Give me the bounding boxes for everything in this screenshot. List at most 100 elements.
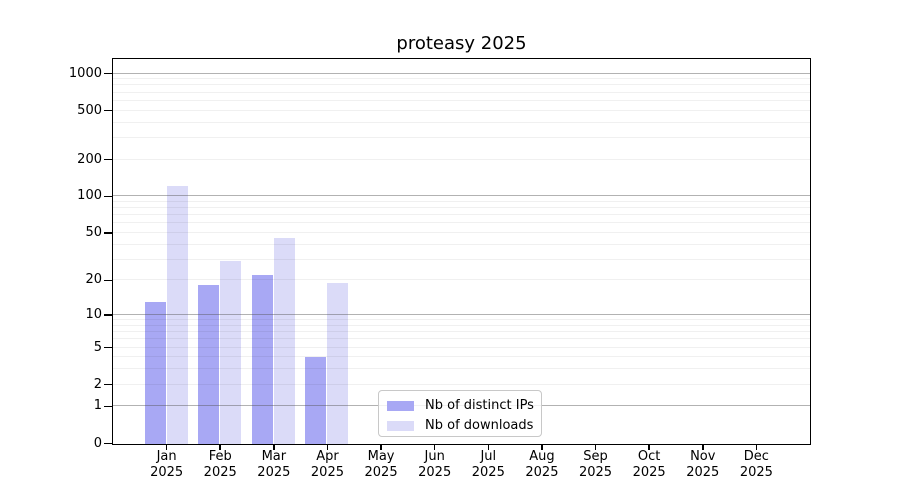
bar-downloads-jan — [166, 186, 188, 444]
legend-label-downloads: Nb of downloads — [425, 418, 534, 433]
y-tick-label-1000: 1000 — [68, 65, 102, 81]
legend: Nb of distinct IPs Nb of downloads — [378, 390, 542, 437]
x-tick-oct — [648, 445, 650, 450]
gridline-3 — [112, 368, 810, 370]
y-tick-50 — [104, 232, 112, 234]
bar-downloads-mar — [273, 237, 295, 444]
x-tick-jan — [165, 445, 168, 450]
gridlines-layer — [112, 59, 810, 444]
y-tick-label-200: 200 — [77, 151, 102, 167]
gridline-50 — [112, 231, 810, 233]
y-tick-500 — [104, 109, 112, 112]
y-tick-label-50: 50 — [85, 224, 102, 240]
x-tick-dec — [755, 445, 758, 450]
gridline-1000 — [112, 72, 810, 74]
month-label: Jun — [424, 449, 445, 464]
legend-label-distinct-ips: Nb of distinct IPs — [425, 398, 534, 413]
y-tick-1000 — [104, 72, 112, 75]
month-label: Feb — [208, 449, 232, 464]
legend-swatch-distinct-ips — [387, 400, 414, 411]
year-label: 2025 — [471, 464, 505, 480]
gridline-300 — [112, 136, 810, 138]
month-label: Apr — [316, 449, 339, 464]
year-label: 2025 — [257, 464, 291, 480]
x-tick-label-sep: Sep 2025 — [562, 449, 630, 480]
x-tick-aug — [541, 445, 543, 450]
legend-item-downloads: Nb of downloads — [379, 416, 541, 435]
month-label: Jul — [480, 449, 497, 464]
month-label: Dec — [743, 449, 769, 464]
x-tick-apr — [326, 445, 329, 450]
year-label: 2025 — [418, 464, 452, 480]
year-label: 2025 — [203, 464, 237, 480]
gridline-100 — [112, 195, 810, 197]
bar-distinct-ips-apr — [305, 356, 327, 444]
y-tick-label-2: 2 — [93, 376, 102, 392]
y-tick-100 — [104, 195, 112, 198]
y-tick-label-100: 100 — [77, 188, 102, 204]
x-tick-feb — [219, 445, 221, 450]
chart-title: proteasy 2025 — [396, 33, 527, 54]
x-tick-mar — [273, 445, 275, 450]
month-label: May — [367, 449, 395, 464]
y-tick-label-5: 5 — [93, 339, 102, 355]
gridline-2 — [112, 383, 810, 385]
gridline-70 — [112, 214, 810, 216]
x-tick-label-jan: Jan 2025 — [133, 449, 201, 480]
x-tick-label-aug: Aug 2025 — [508, 449, 576, 480]
gridline-700 — [112, 91, 810, 93]
year-label: 2025 — [150, 464, 184, 480]
x-tick-label-dec: Dec 2025 — [722, 449, 790, 480]
month-label: Nov — [690, 449, 716, 464]
year-label: 2025 — [578, 464, 613, 480]
x-tick-label-feb: Feb 2025 — [186, 449, 254, 480]
gridline-20 — [112, 279, 810, 281]
year-label: 2025 — [739, 464, 773, 480]
y-tick-2 — [104, 383, 112, 386]
x-tick-label-mar: Mar 2025 — [240, 449, 308, 480]
legend-swatch-downloads — [387, 420, 414, 431]
gridline-5 — [112, 346, 810, 348]
x-tick-may — [380, 445, 382, 450]
y-tick-label-1: 1 — [93, 398, 102, 414]
x-tick-sep — [594, 445, 597, 450]
x-tick-label-jul: Jul 2025 — [454, 449, 522, 480]
y-tick-label-500: 500 — [77, 102, 102, 118]
x-tick-jun — [433, 445, 436, 450]
y-tick-5 — [104, 346, 112, 349]
month-label: Aug — [529, 449, 555, 464]
gridline-200 — [112, 158, 810, 160]
gridline-10 — [112, 314, 810, 316]
legend-item-distinct-ips: Nb of distinct IPs — [379, 396, 541, 415]
gridline-900 — [112, 78, 810, 80]
x-tick-label-nov: Nov 2025 — [669, 449, 737, 480]
bar-distinct-ips-feb — [198, 285, 220, 444]
year-label: 2025 — [525, 464, 559, 480]
month-label: Sep — [583, 449, 608, 464]
month-label: Jan — [156, 449, 177, 464]
y-tick-200 — [104, 158, 112, 161]
gridline-400 — [112, 121, 810, 123]
gridline-7 — [112, 331, 810, 333]
x-tick-nov — [702, 445, 704, 450]
month-label: Oct — [637, 449, 661, 464]
gridline-6 — [112, 338, 810, 340]
bar-downloads-feb — [220, 260, 242, 444]
gridline-60 — [112, 222, 810, 224]
y-tick-0 — [104, 442, 112, 445]
x-tick-label-apr: Apr 2025 — [293, 449, 361, 480]
bar-downloads-apr — [327, 282, 349, 444]
gridline-800 — [112, 84, 810, 86]
y-tick-label-20: 20 — [85, 272, 102, 288]
plot-area — [111, 57, 811, 445]
y-tick-20 — [104, 279, 112, 282]
month-label: Mar — [261, 449, 287, 464]
gridline-500 — [112, 109, 810, 111]
gridline-30 — [112, 258, 810, 260]
gridline-40 — [112, 243, 810, 245]
bar-distinct-ips-mar — [251, 275, 273, 444]
x-tick-label-jun: Jun 2025 — [401, 449, 469, 480]
year-label: 2025 — [364, 464, 398, 480]
y-tick-label-10: 10 — [85, 307, 102, 323]
